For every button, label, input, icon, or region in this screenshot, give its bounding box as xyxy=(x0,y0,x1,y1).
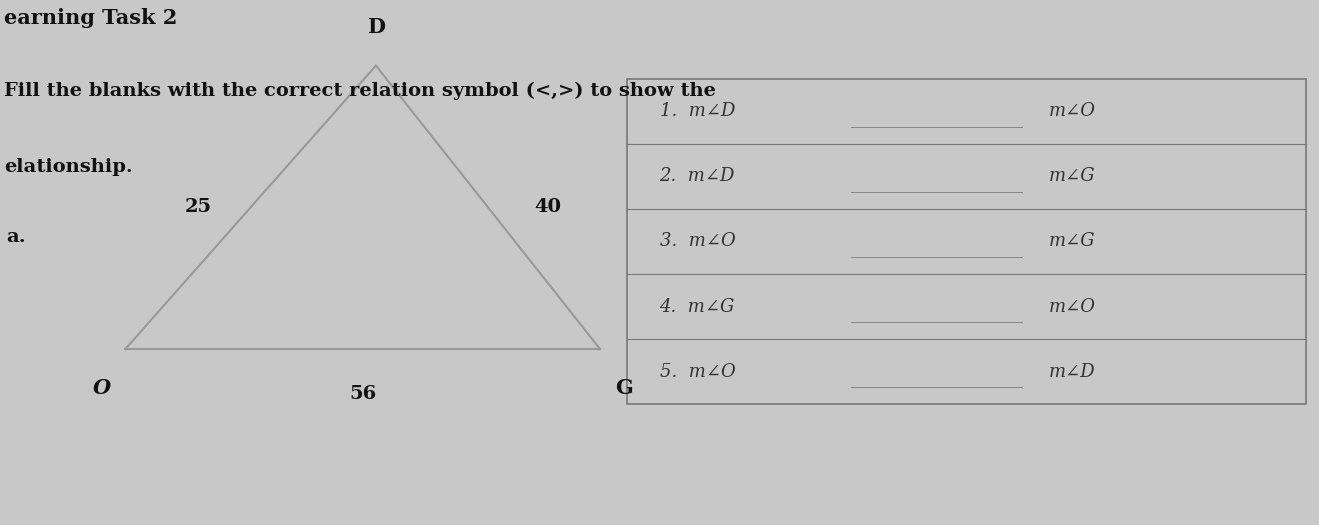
Text: m∠D: m∠D xyxy=(1049,363,1095,381)
Text: 1.  m∠D: 1. m∠D xyxy=(660,102,735,120)
Text: m∠O: m∠O xyxy=(1049,102,1096,120)
Text: elationship.: elationship. xyxy=(4,158,133,175)
Text: D: D xyxy=(367,17,385,37)
Text: 25: 25 xyxy=(185,198,211,216)
Text: 2.  m∠D: 2. m∠D xyxy=(660,167,735,185)
Text: G: G xyxy=(615,378,633,398)
Text: Fill the blanks with the correct relation symbol (<,>) to show the: Fill the blanks with the correct relatio… xyxy=(4,81,716,100)
Text: 56: 56 xyxy=(350,385,376,403)
Text: O: O xyxy=(92,378,111,398)
Bar xyxy=(627,79,1306,404)
Text: earning Task 2: earning Task 2 xyxy=(4,8,177,28)
Text: 4.  m∠G: 4. m∠G xyxy=(660,298,735,316)
Text: 40: 40 xyxy=(534,198,561,216)
Text: 5.  m∠O: 5. m∠O xyxy=(660,363,735,381)
Text: m∠O: m∠O xyxy=(1049,298,1096,316)
Text: m∠G: m∠G xyxy=(1049,167,1095,185)
Text: 3.  m∠O: 3. m∠O xyxy=(660,233,735,250)
Text: a.: a. xyxy=(7,228,26,246)
Text: m∠G: m∠G xyxy=(1049,233,1095,250)
